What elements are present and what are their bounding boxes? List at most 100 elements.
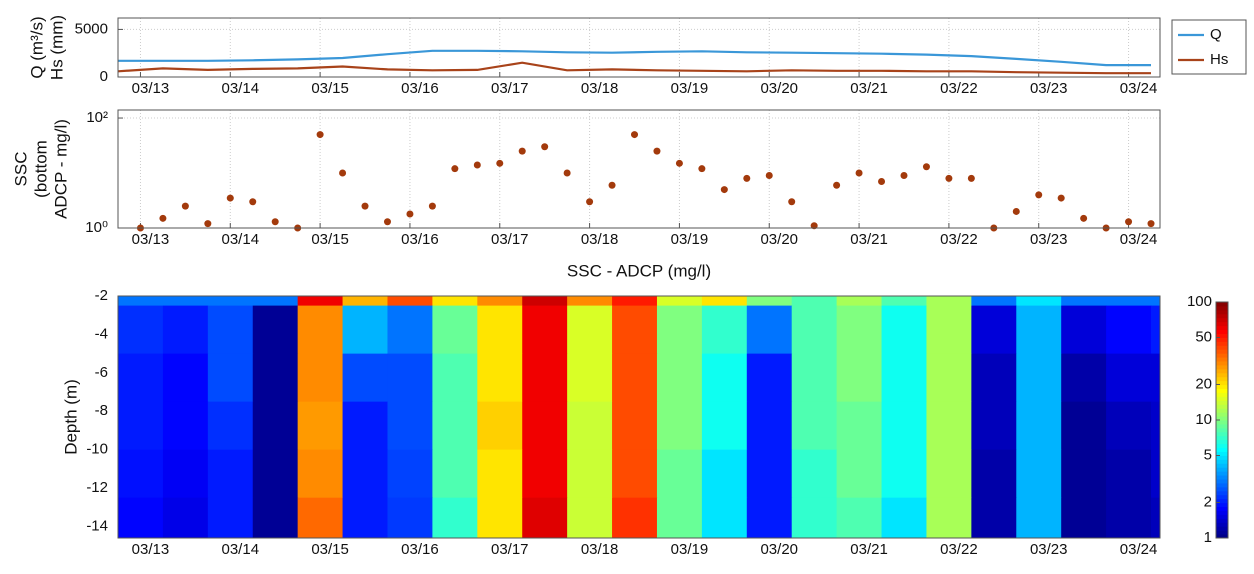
x-tick-label: 03/16 <box>401 231 439 248</box>
y-axis-label: SSC <box>11 152 30 187</box>
point <box>518 147 526 155</box>
colorbar-segment <box>1216 463 1228 468</box>
point <box>204 220 212 228</box>
heat-cell <box>342 353 388 403</box>
colorbar-segment <box>1216 475 1228 480</box>
heat-cell <box>118 497 164 538</box>
legend-label: Hs <box>1210 51 1228 68</box>
x-tick-label: 03/15 <box>311 541 349 558</box>
colorbar-segment <box>1216 514 1228 519</box>
heat-cell <box>881 305 927 355</box>
heat-cell <box>118 353 164 403</box>
y-axis-label: Depth (m) <box>61 379 80 455</box>
plot-border <box>117 17 1161 78</box>
heat-cell <box>1016 401 1062 451</box>
heat-cell <box>162 353 209 403</box>
x-tick-label: 03/24 <box>1120 541 1158 558</box>
heat-cell <box>656 305 703 355</box>
heat-cell <box>791 449 838 499</box>
colorbar-segment <box>1216 329 1228 334</box>
colorbar-segment <box>1216 384 1228 390</box>
heat-cell <box>162 497 209 538</box>
heat-cell <box>297 353 344 403</box>
heat-cell <box>477 296 523 307</box>
point <box>743 174 751 182</box>
heat-cell <box>207 353 254 403</box>
colorbar-segment <box>1216 412 1228 417</box>
heat-cell <box>881 296 927 307</box>
heat-cell <box>477 449 523 499</box>
colorbar-segment <box>1216 420 1228 425</box>
heat-cell <box>971 353 1017 403</box>
heat-cell <box>791 296 838 307</box>
heat-cell <box>1151 353 1160 403</box>
heat-cell <box>477 497 523 538</box>
heat-cell <box>162 449 209 499</box>
heat-cell <box>432 296 478 307</box>
heat-cell <box>836 401 883 451</box>
colorbar-segment <box>1216 431 1228 437</box>
colorbar-segment <box>1216 337 1228 342</box>
heat-cell <box>252 296 299 307</box>
x-tick-label: 03/19 <box>671 231 709 248</box>
heat-cell <box>1061 497 1107 538</box>
heat-cell <box>971 401 1017 451</box>
colorbar-segment <box>1216 427 1228 433</box>
colorbar-label: 100 <box>1187 293 1212 310</box>
heat-cell <box>1061 353 1107 403</box>
heat-cell <box>1016 305 1062 355</box>
heat-cell <box>207 296 254 307</box>
y-tick-label: 5000 <box>75 20 108 37</box>
heat-cell <box>701 401 748 451</box>
colorbar-segment <box>1216 396 1228 401</box>
colorbar-segment <box>1216 486 1228 492</box>
colorbar-segment <box>1216 392 1228 397</box>
point <box>608 181 616 189</box>
colorbar-segment <box>1216 325 1228 331</box>
x-tick-label: 03/22 <box>940 80 978 97</box>
heat-cell <box>701 449 748 499</box>
heat-cell <box>297 296 344 307</box>
colorbar-segment <box>1216 302 1228 307</box>
point <box>878 178 886 186</box>
x-tick-label: 03/21 <box>850 541 888 558</box>
heat-cell <box>432 353 478 403</box>
heat-cell <box>746 305 793 355</box>
x-tick-label: 03/16 <box>401 541 439 558</box>
heat-cell <box>746 449 793 499</box>
heat-cell <box>836 305 883 355</box>
colorbar-segment <box>1216 435 1228 441</box>
heat-cell <box>1151 449 1160 499</box>
heat-cell <box>387 305 433 355</box>
colorbar-segment <box>1216 482 1228 488</box>
heat-cell <box>926 305 972 355</box>
colorbar-segment <box>1216 534 1228 539</box>
heat-cell <box>342 401 388 451</box>
heat-cell <box>567 497 613 538</box>
heat-cell <box>836 449 883 499</box>
heat-cell <box>971 497 1017 538</box>
heat-cell <box>432 497 478 538</box>
heat-cell <box>342 449 388 499</box>
legend-label: Q <box>1210 26 1222 43</box>
point <box>765 172 773 180</box>
point <box>922 163 930 171</box>
heat-cell <box>656 401 703 451</box>
colorbar-segment <box>1216 368 1228 374</box>
colorbar-segment <box>1216 479 1228 484</box>
heat-cell <box>791 353 838 403</box>
x-tick-label: 03/24 <box>1120 80 1158 97</box>
heat-cell <box>477 401 523 451</box>
heat-cell <box>791 305 838 355</box>
heat-cell <box>118 449 164 499</box>
heat-cell <box>522 497 568 538</box>
colorbar-segment <box>1216 416 1228 421</box>
x-tick-label: 03/21 <box>850 80 888 97</box>
heatmap <box>118 296 1160 538</box>
heat-cell <box>342 497 388 538</box>
colorbar-segment <box>1216 404 1228 409</box>
x-tick-label: 03/14 <box>222 80 260 97</box>
heat-cell <box>477 305 523 355</box>
point <box>1147 220 1155 228</box>
